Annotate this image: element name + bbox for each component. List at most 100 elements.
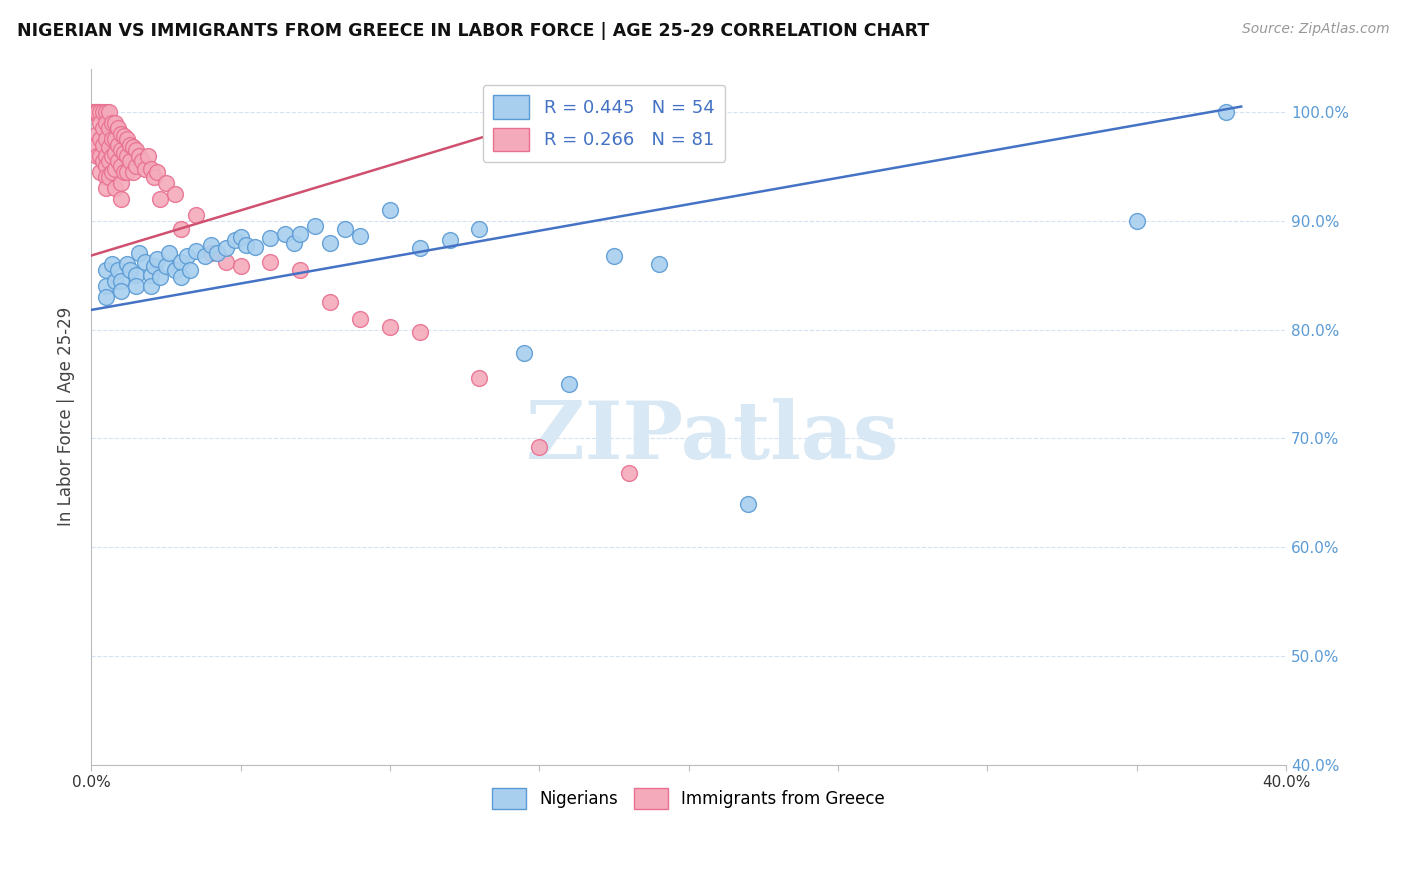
Point bbox=[89, 116, 111, 130]
Point bbox=[163, 186, 186, 201]
Point bbox=[83, 105, 105, 120]
Point bbox=[409, 241, 432, 255]
Point bbox=[439, 233, 461, 247]
Point bbox=[112, 165, 135, 179]
Point bbox=[107, 153, 129, 168]
Point bbox=[603, 249, 626, 263]
Point bbox=[139, 268, 162, 282]
Point bbox=[83, 137, 105, 152]
Point bbox=[513, 346, 536, 360]
Point bbox=[149, 192, 172, 206]
Point bbox=[94, 290, 117, 304]
Point bbox=[157, 246, 180, 260]
Point bbox=[136, 148, 159, 162]
Point bbox=[200, 237, 222, 252]
Point bbox=[110, 285, 132, 299]
Point bbox=[122, 140, 145, 154]
Point bbox=[304, 219, 326, 234]
Point bbox=[125, 268, 148, 282]
Point bbox=[283, 235, 305, 250]
Point bbox=[378, 202, 401, 217]
Point bbox=[155, 176, 177, 190]
Point bbox=[349, 311, 371, 326]
Point bbox=[1125, 213, 1147, 227]
Point bbox=[214, 255, 236, 269]
Point bbox=[91, 105, 114, 120]
Point bbox=[205, 246, 228, 260]
Point bbox=[89, 132, 111, 146]
Point bbox=[94, 279, 117, 293]
Text: ZIPatlas: ZIPatlas bbox=[526, 399, 898, 476]
Point bbox=[125, 160, 148, 174]
Point bbox=[94, 160, 117, 174]
Point bbox=[184, 244, 207, 259]
Point bbox=[229, 260, 252, 274]
Point bbox=[200, 246, 222, 260]
Point bbox=[104, 274, 127, 288]
Point bbox=[409, 325, 432, 339]
Point bbox=[107, 137, 129, 152]
Point bbox=[89, 148, 111, 162]
Point bbox=[101, 116, 124, 130]
Point bbox=[176, 249, 198, 263]
Point bbox=[290, 262, 312, 277]
Point bbox=[110, 192, 132, 206]
Point bbox=[101, 148, 124, 162]
Point bbox=[468, 222, 491, 236]
Point bbox=[142, 260, 165, 274]
Point bbox=[94, 170, 117, 185]
Point bbox=[94, 181, 117, 195]
Point bbox=[149, 270, 172, 285]
Point bbox=[110, 143, 132, 157]
Point bbox=[115, 148, 138, 162]
Point bbox=[107, 262, 129, 277]
Text: Source: ZipAtlas.com: Source: ZipAtlas.com bbox=[1241, 22, 1389, 37]
Point bbox=[94, 116, 117, 130]
Point bbox=[155, 260, 177, 274]
Point bbox=[112, 146, 135, 161]
Point bbox=[558, 376, 581, 391]
Point bbox=[86, 105, 108, 120]
Point bbox=[1215, 105, 1237, 120]
Point bbox=[115, 132, 138, 146]
Point bbox=[319, 295, 342, 310]
Point bbox=[110, 274, 132, 288]
Point bbox=[229, 230, 252, 244]
Point bbox=[98, 153, 121, 168]
Point bbox=[319, 235, 342, 250]
Point bbox=[112, 128, 135, 143]
Point bbox=[104, 161, 127, 176]
Point bbox=[468, 371, 491, 385]
Point bbox=[259, 255, 281, 269]
Point bbox=[94, 262, 117, 277]
Point bbox=[378, 320, 401, 334]
Point bbox=[104, 181, 127, 195]
Point bbox=[98, 121, 121, 136]
Point bbox=[134, 255, 156, 269]
Point bbox=[235, 237, 257, 252]
Point bbox=[118, 137, 141, 152]
Point bbox=[125, 279, 148, 293]
Point bbox=[134, 161, 156, 176]
Text: NIGERIAN VS IMMIGRANTS FROM GREECE IN LABOR FORCE | AGE 25-29 CORRELATION CHART: NIGERIAN VS IMMIGRANTS FROM GREECE IN LA… bbox=[17, 22, 929, 40]
Point bbox=[170, 255, 193, 269]
Point bbox=[91, 137, 114, 152]
Point bbox=[101, 165, 124, 179]
Point bbox=[83, 105, 105, 120]
Point bbox=[110, 176, 132, 190]
Point bbox=[98, 140, 121, 154]
Point bbox=[179, 262, 201, 277]
Point bbox=[333, 222, 356, 236]
Point bbox=[259, 231, 281, 245]
Point bbox=[245, 240, 267, 254]
Point bbox=[194, 249, 217, 263]
Point bbox=[86, 148, 108, 162]
Point bbox=[214, 241, 236, 255]
Point bbox=[86, 127, 108, 141]
Point bbox=[170, 270, 193, 285]
Point bbox=[349, 229, 371, 244]
Point bbox=[98, 105, 121, 120]
Point bbox=[224, 233, 246, 247]
Point bbox=[91, 121, 114, 136]
Point bbox=[170, 222, 193, 236]
